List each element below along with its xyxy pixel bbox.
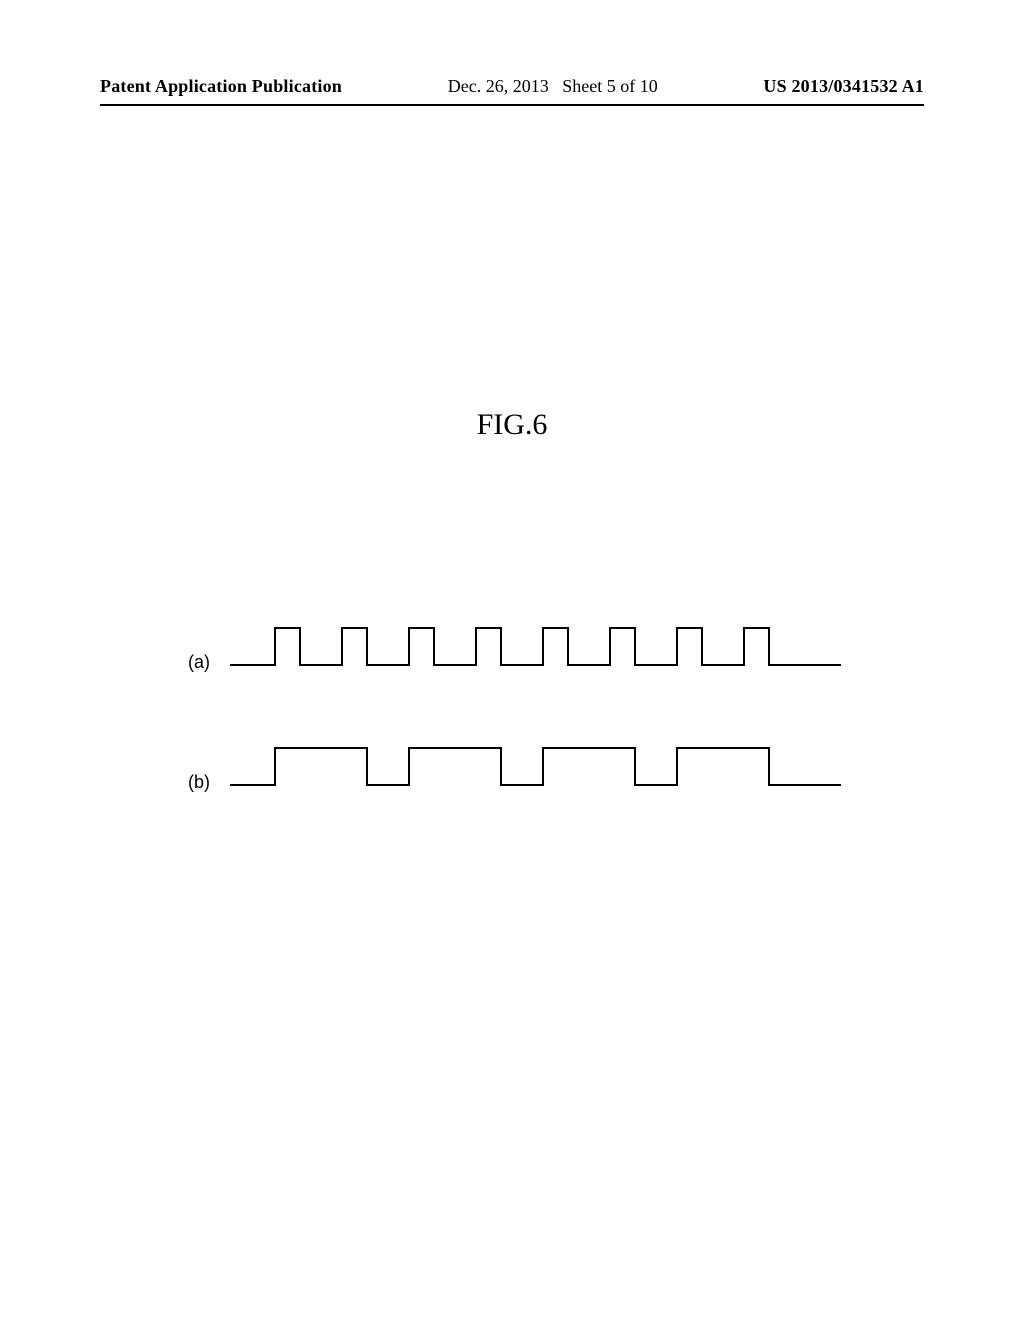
waveform-tag-1: (b) [188,772,210,793]
header-pubnumber: US 2013/0341532 A1 [763,76,924,97]
header-date-sheet: Dec. 26, 2013 Sheet 5 of 10 [448,76,658,97]
waveform-row-0: (a) [190,620,850,680]
header-publication: Patent Application Publication [100,76,342,97]
figure-label: FIG.6 [0,408,1024,442]
header-date: Dec. 26, 2013 [448,76,549,96]
waveform-row-1: (b) [190,740,850,800]
waveform-path-0 [230,628,841,665]
waveform-figure: (a) (b) [190,620,850,850]
waveform-svg-1 [230,740,850,800]
header-rule [100,104,924,106]
patent-header: Patent Application Publication Dec. 26, … [100,76,924,97]
header-sheet: Sheet 5 of 10 [562,76,657,96]
waveform-svg-0 [230,620,850,680]
waveform-path-1 [230,748,841,785]
waveform-tag-0: (a) [188,652,210,673]
